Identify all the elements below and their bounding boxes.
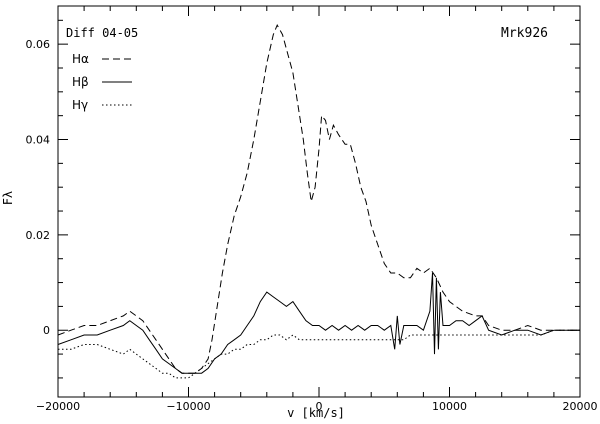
plot-frame [57,5,581,398]
series-line-dotted [58,329,580,379]
y-axis-label: Fλ [1,191,15,205]
annotation-top-right: Mrk926 [501,26,548,41]
y-tick-label: 0.04 [26,134,51,147]
x-tick-label: −10000 [166,400,210,413]
ticks-layer: −20000 −10000 0 10000 20000 0 0.02 0.04 0.06 [26,6,598,413]
annotation-top-left: Diff 04-05 [66,26,138,40]
y-tick-label: 0.02 [26,229,51,242]
series-line-solid [57,272,580,374]
x-tick-label: 20000 [563,400,598,413]
series-layer [57,23,580,379]
x-axis-label: v [km/s] [287,406,345,420]
x-tick-label: 10000 [432,400,467,413]
x-tick-label: −20000 [36,400,80,413]
y-tick-label: 0.06 [26,38,51,51]
legend: Hα Hβ Hγ [72,52,132,112]
series-line-dashed [57,23,580,374]
y-tick-label: 0 [43,324,50,337]
legend-label: Hγ [72,98,88,112]
legend-label: Hβ [72,75,89,89]
x-tick-label: 0 [316,400,323,413]
legend-label: Hα [72,52,89,66]
